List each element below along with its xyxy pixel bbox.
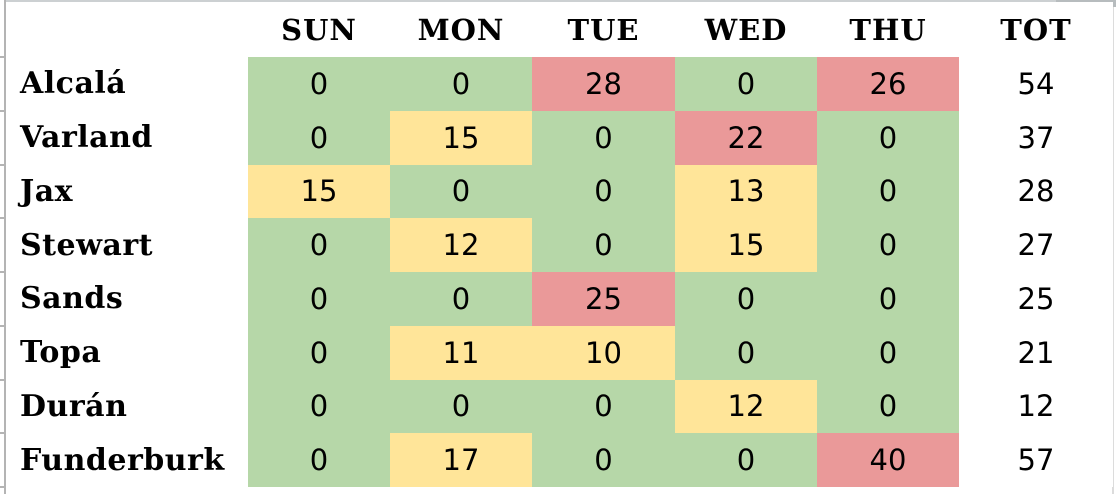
gridline-tick: [0, 486, 6, 488]
day-cell[interactable]: 28: [532, 57, 675, 111]
right-gridline: [1112, 7, 1114, 494]
day-cell[interactable]: 0: [675, 57, 817, 111]
gridline-tick: [0, 324, 6, 327]
day-cell[interactable]: 0: [532, 379, 675, 434]
gridline-tick: [0, 109, 6, 112]
total-cell[interactable]: 27: [959, 218, 1113, 272]
total-cell[interactable]: 28: [959, 164, 1113, 219]
day-cell[interactable]: 0: [532, 110, 675, 165]
gridline-tick: [0, 378, 6, 381]
day-cell[interactable]: 22: [675, 110, 817, 165]
total-cell[interactable]: 54: [959, 57, 1113, 111]
left-gridline: [4, 0, 6, 494]
row-label[interactable]: Jax: [6, 164, 248, 219]
gridline-tick: [0, 432, 6, 435]
day-cell[interactable]: 13: [675, 164, 817, 219]
day-cell[interactable]: 15: [675, 218, 817, 272]
total-cell[interactable]: 37: [959, 110, 1113, 165]
day-cell[interactable]: 0: [817, 272, 959, 326]
day-cell[interactable]: 15: [390, 110, 532, 165]
column-header-tot[interactable]: TOT: [959, 2, 1113, 57]
day-cell[interactable]: 0: [390, 379, 532, 434]
day-cell[interactable]: 0: [248, 57, 390, 111]
day-cell[interactable]: 0: [817, 379, 959, 434]
day-cell[interactable]: 0: [248, 433, 390, 487]
day-cell[interactable]: 10: [532, 325, 675, 380]
total-cell[interactable]: 21: [959, 325, 1113, 380]
corner-cell: [6, 2, 248, 57]
total-cell[interactable]: 12: [959, 379, 1113, 434]
row-label[interactable]: Varland: [6, 110, 248, 165]
day-cell[interactable]: 0: [390, 164, 532, 219]
column-header-wed[interactable]: WED: [675, 2, 817, 57]
column-header-tue[interactable]: TUE: [532, 2, 675, 57]
day-cell[interactable]: 0: [248, 110, 390, 165]
day-cell[interactable]: 26: [817, 57, 959, 111]
row-label[interactable]: Funderburk: [6, 433, 248, 487]
column-header-sun[interactable]: SUN: [248, 2, 390, 57]
day-cell[interactable]: 0: [532, 164, 675, 219]
day-cell[interactable]: 0: [248, 218, 390, 272]
attendance-table: SUN MON TUE WED THU TOT Alcalá 0 0 28 0 26 54 Varland…: [6, 2, 1113, 487]
row-label[interactable]: Durán: [6, 379, 248, 434]
day-cell[interactable]: 12: [390, 218, 532, 272]
gridline-tick: [0, 271, 6, 273]
day-cell[interactable]: 12: [675, 379, 817, 434]
day-cell[interactable]: 0: [532, 218, 675, 272]
day-cell[interactable]: 0: [675, 272, 817, 326]
day-cell[interactable]: 11: [390, 325, 532, 380]
day-cell[interactable]: 0: [390, 57, 532, 111]
row-label[interactable]: Sands: [6, 272, 248, 326]
day-cell[interactable]: 0: [817, 218, 959, 272]
total-cell[interactable]: 57: [959, 433, 1113, 487]
day-cell[interactable]: 15: [248, 164, 390, 219]
gridline-tick: [0, 163, 6, 166]
day-cell[interactable]: 0: [817, 164, 959, 219]
gridline-tick: [0, 217, 6, 220]
row-label[interactable]: Alcalá: [6, 57, 248, 111]
day-cell[interactable]: 0: [817, 110, 959, 165]
row-label[interactable]: Topa: [6, 325, 248, 380]
day-cell[interactable]: 0: [248, 379, 390, 434]
column-header-mon[interactable]: MON: [390, 2, 532, 57]
day-cell[interactable]: 40: [817, 433, 959, 487]
row-label[interactable]: Stewart: [6, 218, 248, 272]
day-cell[interactable]: 0: [248, 272, 390, 326]
top-gridline: [6, 0, 1116, 2]
day-cell[interactable]: 0: [675, 433, 817, 487]
gridline-tick: [0, 56, 6, 58]
day-cell[interactable]: 0: [817, 325, 959, 380]
day-cell[interactable]: 0: [532, 433, 675, 487]
total-cell[interactable]: 25: [959, 272, 1113, 326]
day-cell[interactable]: 0: [390, 272, 532, 326]
day-cell[interactable]: 0: [675, 325, 817, 380]
day-cell[interactable]: 25: [532, 272, 675, 326]
day-cell[interactable]: 0: [248, 325, 390, 380]
day-cell[interactable]: 17: [390, 433, 532, 487]
column-header-thu[interactable]: THU: [817, 2, 959, 57]
